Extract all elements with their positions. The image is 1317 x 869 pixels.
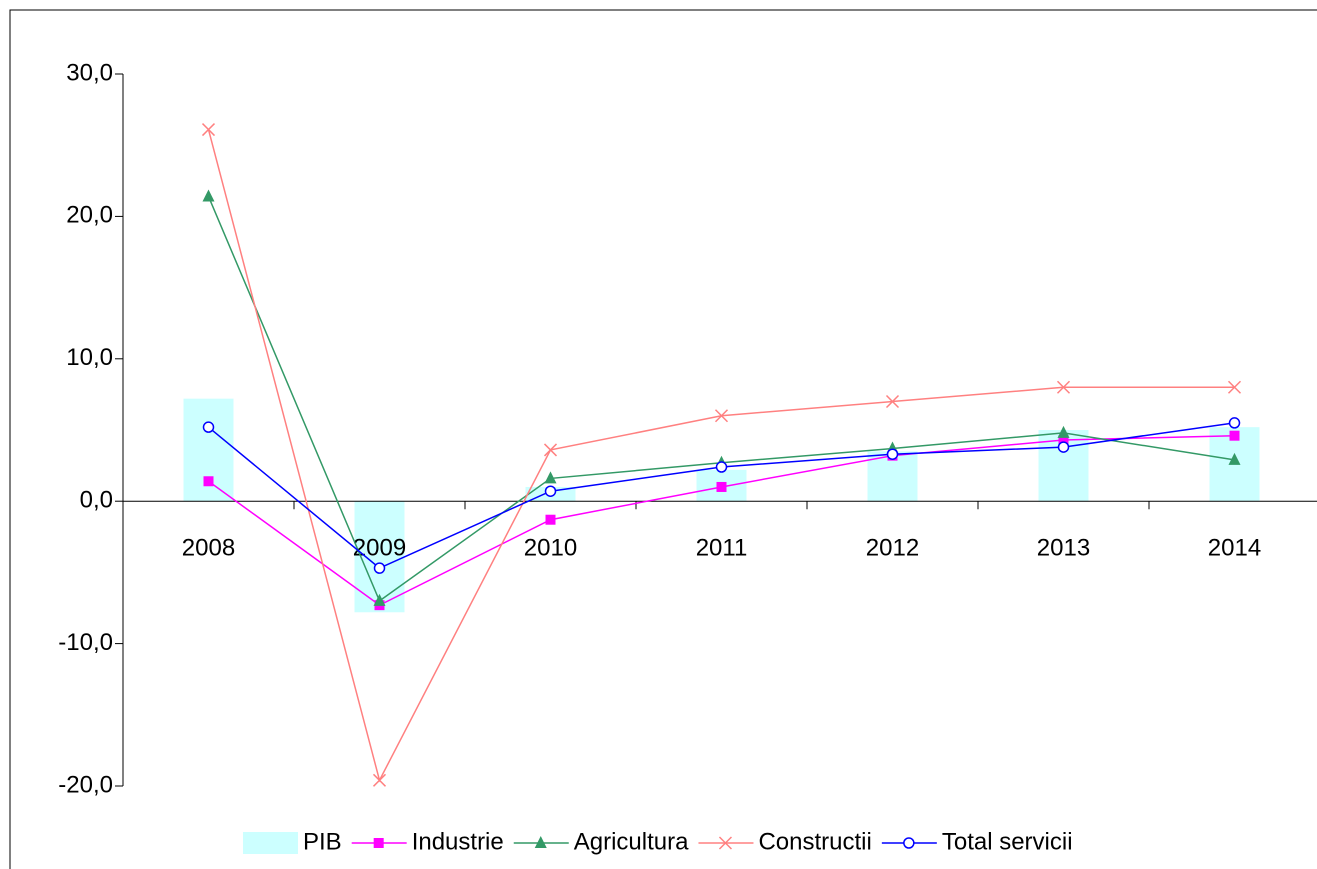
y-tick-label: 20,0 — [66, 202, 113, 229]
x-tick-label: 2008 — [182, 535, 235, 562]
chart-frame — [9, 9, 1317, 869]
marker — [201, 123, 216, 137]
legend-marker — [718, 836, 732, 850]
marker — [714, 409, 729, 423]
x-tick-label: 2010 — [524, 535, 577, 562]
legend-label: Constructii — [758, 828, 871, 855]
marker — [543, 443, 558, 457]
x-tick-label: 2012 — [866, 535, 919, 562]
legend-label: PIB — [303, 828, 342, 855]
marker — [544, 485, 557, 497]
x-tick-label: 2014 — [1208, 535, 1261, 562]
y-tick-label: 30,0 — [66, 59, 113, 86]
marker — [372, 773, 387, 787]
legend-label: Industrie — [412, 828, 504, 855]
legend-marker — [373, 838, 384, 848]
marker — [1057, 441, 1070, 453]
y-tick-label: 0,0 — [80, 487, 113, 514]
marker — [202, 421, 215, 433]
legend-marker — [534, 836, 547, 848]
legend-label: Agricultura — [574, 828, 689, 855]
y-tick-label: 10,0 — [66, 344, 113, 371]
marker — [1057, 425, 1070, 438]
x-tick-label: 2013 — [1037, 535, 1090, 562]
legend-swatch — [243, 832, 298, 854]
marker — [1058, 434, 1069, 445]
marker — [1228, 417, 1241, 429]
marker — [373, 562, 386, 574]
marker — [715, 461, 728, 473]
marker — [1056, 380, 1071, 394]
marker — [203, 476, 214, 487]
y-tick-label: -20,0 — [58, 771, 113, 798]
marker — [886, 448, 899, 460]
legend-label: Total servicii — [942, 828, 1073, 855]
marker — [716, 481, 727, 492]
marker — [1227, 380, 1242, 394]
marker — [1229, 430, 1240, 441]
marker — [1228, 452, 1241, 465]
marker — [545, 514, 556, 525]
legend-marker — [903, 837, 915, 849]
marker — [202, 189, 215, 202]
marker — [373, 593, 386, 606]
x-tick-label: 2011 — [696, 535, 748, 562]
y-tick-label: -10,0 — [58, 629, 113, 656]
marker — [885, 394, 900, 409]
marker — [544, 471, 557, 484]
